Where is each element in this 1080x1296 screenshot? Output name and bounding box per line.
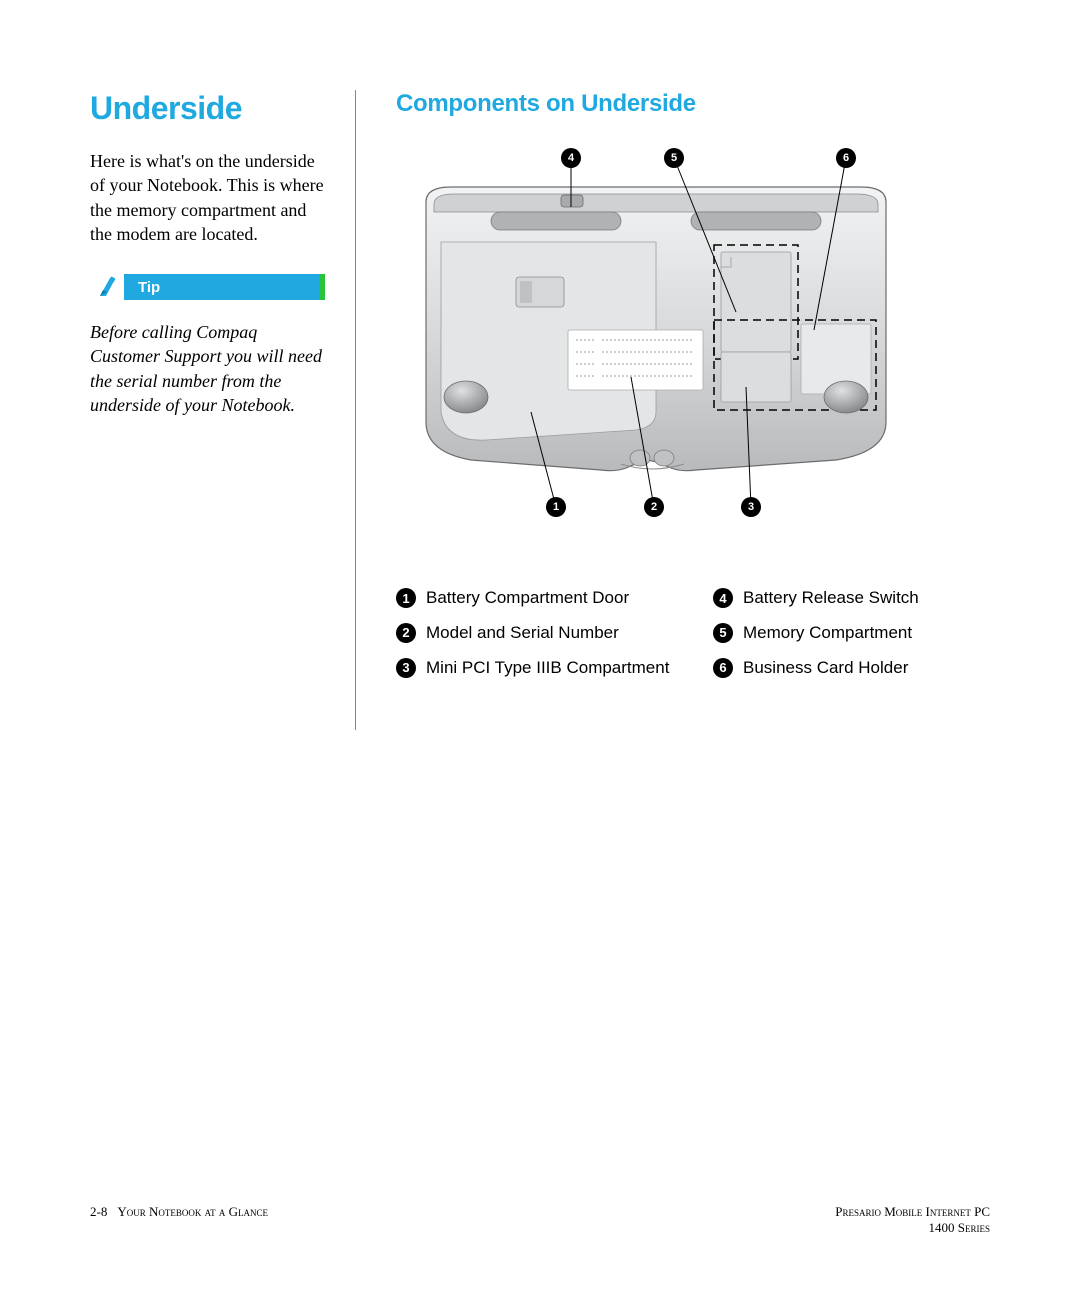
legend-text: Battery Compartment Door: [426, 587, 629, 610]
footer-product-line1: Presario Mobile Internet PC: [835, 1204, 990, 1220]
footer-section: Your Notebook at a Glance: [117, 1204, 268, 1236]
subsection-heading: Components on Underside: [396, 90, 990, 118]
legend-text: Battery Release Switch: [743, 587, 919, 610]
legend-number-icon: 4: [713, 588, 733, 608]
svg-text:4: 4: [568, 152, 575, 164]
legend-text: Memory Compartment: [743, 622, 912, 645]
underside-diagram: 4 5 6 1 2 3: [396, 142, 990, 537]
tip-text: Before calling Compaq Customer Support y…: [90, 320, 325, 417]
legend-text: Mini PCI Type IIIB Compartment: [426, 657, 669, 680]
legend-number-icon: 3: [396, 658, 416, 678]
component-legend: 1 Battery Compartment Door 2 Model and Seri…: [396, 587, 990, 692]
legend-item: 1 Battery Compartment Door: [396, 587, 673, 610]
legend-number-icon: 6: [713, 658, 733, 678]
section-heading: Underside: [90, 90, 325, 127]
legend-number-icon: 2: [396, 623, 416, 643]
legend-item: 4 Battery Release Switch: [713, 587, 990, 610]
legend-item: 5 Memory Compartment: [713, 622, 990, 645]
intro-paragraph: Here is what's on the underside of your …: [90, 149, 325, 246]
legend-item: 2 Model and Serial Number: [396, 622, 673, 645]
column-divider: [355, 90, 356, 730]
footer-product-line2: 1400 Series: [835, 1220, 990, 1236]
legend-item: 3 Mini PCI Type IIIB Compartment: [396, 657, 673, 680]
legend-text: Model and Serial Number: [426, 622, 619, 645]
legend-text: Business Card Holder: [743, 657, 908, 680]
legend-item: 6 Business Card Holder: [713, 657, 990, 680]
svg-text:6: 6: [843, 152, 849, 164]
svg-text:3: 3: [748, 501, 754, 513]
svg-text:1: 1: [553, 501, 559, 513]
svg-text:2: 2: [651, 501, 657, 513]
tip-label: Tip: [138, 279, 160, 296]
tip-callout-bar: Tip: [90, 274, 325, 300]
legend-number-icon: 1: [396, 588, 416, 608]
legend-number-icon: 5: [713, 623, 733, 643]
svg-text:5: 5: [671, 152, 677, 164]
page-number: 2-8: [90, 1204, 107, 1236]
page-footer: 2-8 Your Notebook at a Glance Presario M…: [90, 1204, 990, 1236]
tip-icon: [90, 274, 124, 300]
